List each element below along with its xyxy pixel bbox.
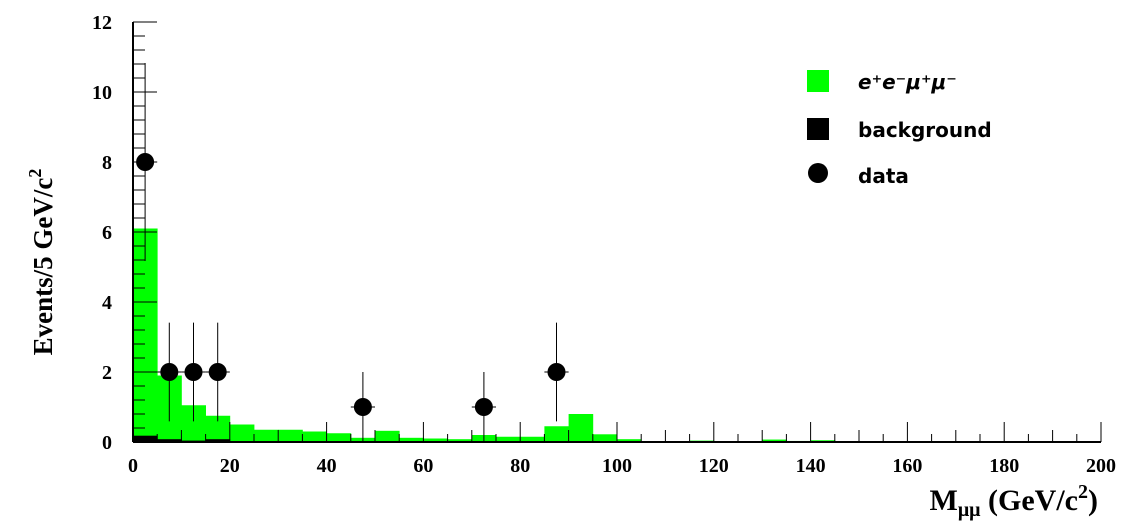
data-point-0 [136, 153, 155, 171]
signal-bar-18 [568, 414, 594, 442]
legend-signal-label: e⁺e⁻μ⁺μ⁻ [858, 70, 957, 94]
x-tick-label-100: 100 [602, 455, 632, 477]
data-point-1 [160, 363, 179, 381]
signal-bar-12 [423, 438, 448, 442]
signal-bar-17 [544, 426, 569, 442]
y-tick-label-0: 0 [102, 432, 112, 454]
y-tick-label-12: 12 [92, 12, 112, 34]
x-tick-label-160: 160 [892, 455, 922, 477]
signal-bar-10 [375, 430, 400, 442]
legend-background-label: background [858, 118, 992, 142]
legend-entry-data: data [808, 163, 909, 188]
data-point-6 [547, 363, 566, 381]
y-tick-label-2: 2 [102, 362, 112, 384]
data-point-3 [208, 363, 227, 381]
signal-bar-26 [762, 439, 787, 442]
x-tick-label-0: 0 [128, 455, 138, 477]
x-tick-label-140: 140 [796, 455, 826, 477]
signal-bar-6 [278, 429, 303, 442]
legend-data-label: data [858, 164, 909, 188]
y-tick-label-8: 8 [102, 152, 112, 174]
data-point-4 [353, 398, 372, 416]
y-tick-label-10: 10 [92, 82, 112, 104]
signal-histogram [133, 228, 1102, 442]
x-axis-title: Mμμ (GeV/c2) [930, 481, 1098, 521]
legend-data-marker [808, 163, 828, 183]
signal-bar-15 [496, 436, 521, 442]
x-tick-label-20: 20 [220, 455, 240, 477]
y-tick-label-6: 6 [102, 222, 112, 244]
legend-entry-signal: e⁺e⁻μ⁺μ⁻ [807, 70, 957, 94]
x-tick-label-120: 120 [699, 455, 729, 477]
x-tick-label-180: 180 [989, 455, 1019, 477]
x-tick-label-60: 60 [413, 455, 433, 477]
x-tick-label-40: 40 [317, 455, 337, 477]
signal-bar-13 [447, 439, 473, 442]
y-tick-label-4: 4 [102, 292, 112, 314]
x-axis-ticks: 0 20 40 60 80 100 120 140 160 180 200 [128, 422, 1116, 477]
legend-background-swatch [807, 118, 829, 140]
legend: e⁺e⁻μ⁺μ⁻ background data [807, 70, 992, 188]
data-points [133, 62, 569, 442]
background-bar-1 [157, 439, 182, 442]
signal-bar-0 [133, 228, 158, 442]
legend-entry-background: background [807, 118, 992, 142]
x-tick-label-80: 80 [510, 455, 530, 477]
background-bar-0 [133, 435, 158, 442]
signal-bar-16 [520, 436, 545, 442]
signal-bar-7 [302, 431, 327, 442]
signal-bar-11 [399, 437, 424, 442]
y-axis-title: Events/5 GeV/c2 [25, 169, 58, 356]
signal-bar-8 [326, 433, 352, 442]
signal-bar-4 [229, 424, 255, 442]
data-point-5 [474, 398, 493, 416]
signal-bar-5 [254, 429, 279, 442]
data-point-2 [184, 363, 203, 381]
signal-bar-19 [592, 434, 618, 442]
x-tick-label-200: 200 [1086, 455, 1116, 477]
legend-signal-swatch [807, 70, 829, 92]
background-bar-3 [205, 439, 231, 442]
signal-bar-20 [617, 439, 642, 442]
